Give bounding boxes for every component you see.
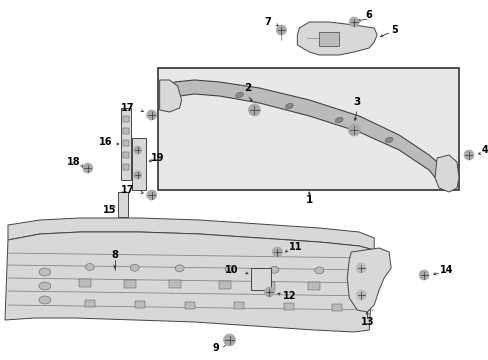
Ellipse shape — [269, 266, 278, 273]
Bar — [332, 304, 342, 311]
Bar — [308, 283, 320, 291]
Circle shape — [276, 25, 286, 35]
Text: 11: 11 — [288, 242, 302, 252]
Circle shape — [146, 110, 156, 120]
Circle shape — [347, 124, 360, 136]
Bar — [84, 300, 95, 307]
Circle shape — [272, 247, 282, 257]
Ellipse shape — [85, 264, 94, 270]
Bar — [121, 108, 130, 180]
Ellipse shape — [314, 267, 323, 274]
Text: 12: 12 — [282, 291, 296, 301]
Ellipse shape — [130, 264, 139, 271]
Circle shape — [264, 287, 274, 297]
Text: 6: 6 — [365, 10, 372, 20]
Bar — [122, 152, 128, 158]
Bar — [218, 281, 230, 289]
Polygon shape — [159, 80, 181, 112]
Bar — [319, 32, 339, 46]
Text: 5: 5 — [390, 25, 397, 35]
Bar — [118, 192, 127, 217]
Polygon shape — [434, 155, 458, 192]
Ellipse shape — [39, 268, 51, 276]
Text: 2: 2 — [244, 83, 250, 93]
Text: 10: 10 — [224, 265, 238, 275]
Circle shape — [355, 263, 366, 273]
Ellipse shape — [285, 103, 293, 109]
Polygon shape — [5, 232, 373, 332]
Text: 9: 9 — [212, 343, 219, 353]
Text: 4: 4 — [481, 145, 488, 155]
Text: 19: 19 — [151, 153, 164, 163]
Text: 14: 14 — [439, 265, 453, 275]
Bar — [157, 68, 458, 190]
Text: 8: 8 — [111, 250, 118, 260]
Ellipse shape — [235, 92, 243, 98]
Bar — [79, 279, 91, 287]
Circle shape — [82, 163, 93, 173]
Ellipse shape — [39, 296, 51, 304]
Circle shape — [355, 290, 366, 300]
Circle shape — [248, 104, 260, 116]
Text: 13: 13 — [360, 317, 373, 327]
Circle shape — [133, 146, 142, 154]
Text: 15: 15 — [103, 205, 116, 215]
Text: 16: 16 — [99, 137, 112, 147]
Bar — [123, 280, 136, 288]
Text: 1: 1 — [305, 195, 312, 205]
Ellipse shape — [385, 137, 392, 143]
Bar — [134, 301, 144, 308]
Bar — [251, 268, 271, 290]
Bar — [122, 116, 128, 122]
Text: 17: 17 — [121, 185, 134, 195]
Circle shape — [146, 190, 156, 200]
Ellipse shape — [39, 282, 51, 290]
Bar — [284, 303, 294, 310]
Polygon shape — [8, 218, 373, 250]
Circle shape — [133, 171, 142, 179]
Polygon shape — [346, 248, 390, 312]
Bar — [122, 128, 128, 134]
Bar — [122, 164, 128, 170]
Bar — [263, 282, 275, 290]
Text: 7: 7 — [264, 17, 270, 27]
Text: 3: 3 — [353, 97, 360, 107]
Ellipse shape — [224, 266, 234, 273]
Bar — [122, 140, 128, 146]
Circle shape — [223, 334, 235, 346]
Circle shape — [418, 270, 428, 280]
Circle shape — [348, 17, 359, 27]
Ellipse shape — [335, 117, 343, 123]
Circle shape — [463, 150, 473, 160]
Bar — [168, 280, 180, 288]
Polygon shape — [297, 22, 376, 55]
Ellipse shape — [175, 265, 183, 272]
Text: 17: 17 — [121, 103, 134, 113]
Bar — [234, 302, 244, 309]
Bar — [131, 138, 145, 190]
Polygon shape — [164, 80, 446, 182]
Text: 18: 18 — [67, 157, 81, 167]
Bar — [184, 302, 194, 309]
